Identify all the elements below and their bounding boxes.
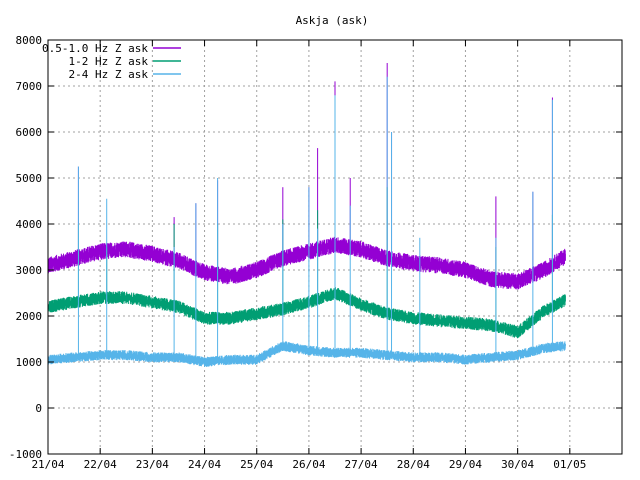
- y-tick-label: 1000: [16, 356, 43, 369]
- y-tick-label: -1000: [9, 448, 42, 461]
- x-tick-label: 30/04: [501, 458, 534, 471]
- series-trace: [47, 287, 566, 339]
- y-tick-label: 4000: [16, 218, 43, 231]
- series-3: [47, 76, 566, 367]
- y-tick-label: 7000: [16, 80, 43, 93]
- series-1: [47, 63, 566, 290]
- series-lines: [47, 63, 566, 367]
- x-tick-label: 01/05: [553, 458, 586, 471]
- x-tick-label: 24/04: [188, 458, 221, 471]
- x-tick-label: 23/04: [136, 458, 169, 471]
- series-trace: [47, 236, 566, 290]
- x-tick-label: 25/04: [240, 458, 273, 471]
- y-tick-label: 2000: [16, 310, 43, 323]
- y-tick-label: 6000: [16, 126, 43, 139]
- axes: -1000 0 1000 2000 3000 4000 5000 6000 7000 8000 21…: [9, 34, 623, 471]
- x-tick-label: 21/04: [31, 458, 64, 471]
- y-tick-label: 0: [35, 402, 42, 415]
- y-tick-label: 5000: [16, 172, 43, 185]
- x-tick-label: 28/04: [397, 458, 430, 471]
- series-2: [47, 187, 566, 339]
- series-trace: [47, 341, 566, 367]
- x-tick-label: 26/04: [292, 458, 325, 471]
- y-tick-label: 8000: [16, 34, 43, 47]
- y-tick-label: 3000: [16, 264, 43, 277]
- x-tick-label: 27/04: [345, 458, 378, 471]
- chart-title: Askja (ask): [296, 14, 369, 27]
- legend-label: 0.5-1.0 Hz Z ask: [42, 42, 148, 55]
- legend-label: 2-4 Hz Z ask: [69, 68, 149, 81]
- plot-frame: [47, 39, 623, 455]
- x-tick-label: 29/04: [449, 458, 482, 471]
- legend-label: 1-2 Hz Z ask: [69, 55, 149, 68]
- x-tick-label: 22/04: [84, 458, 117, 471]
